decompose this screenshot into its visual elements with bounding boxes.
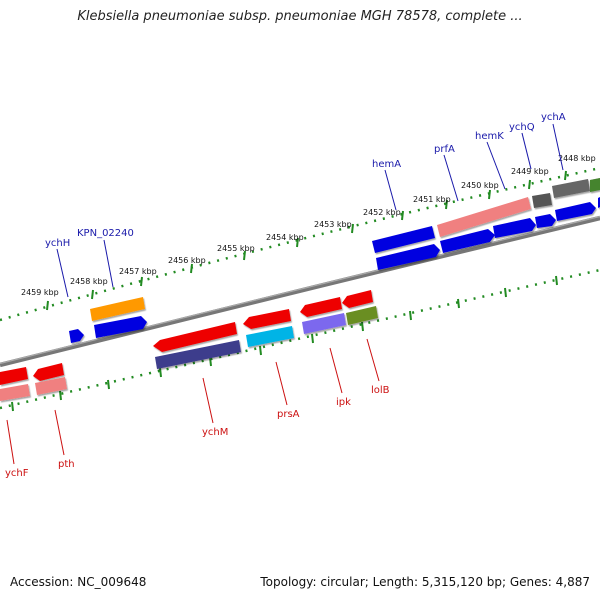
gene-feature[interactable]	[346, 306, 378, 325]
gene-label[interactable]: ychM	[202, 427, 228, 438]
tick-label: 2457 kbp	[119, 267, 157, 276]
inner-ticks	[11, 275, 558, 412]
tick-label: 2450 kbp	[461, 181, 499, 190]
forward-features	[69, 178, 600, 343]
gene-feature[interactable]	[372, 226, 435, 253]
genome-backbone-highlight	[0, 215, 600, 365]
gene-label[interactable]: prfA	[434, 144, 455, 155]
reverse-features	[0, 290, 378, 401]
gene-label[interactable]: ychF	[5, 468, 29, 479]
tick-label: 2448 kbp	[558, 154, 596, 163]
gene-feature[interactable]	[0, 384, 30, 401]
outer-ticks	[46, 170, 567, 311]
tick-label: 2456 kbp	[168, 256, 206, 265]
gene-label[interactable]: ychQ	[509, 122, 535, 133]
outer-scale-track	[0, 166, 600, 322]
gene-label[interactable]: hemA	[372, 159, 401, 170]
gene-label[interactable]: pth	[58, 459, 75, 470]
gene-feature[interactable]	[35, 377, 67, 395]
tick-label: 2452 kbp	[363, 208, 401, 217]
genome-summary-text: Topology: circular; Length: 5,315,120 bp…	[260, 575, 590, 589]
gene-feature[interactable]	[437, 197, 531, 237]
gene-feature[interactable]	[532, 193, 552, 208]
gene-feature[interactable]	[342, 290, 373, 308]
gene-feature[interactable]	[243, 309, 291, 329]
gene-feature[interactable]	[376, 244, 440, 270]
tick-label: 2458 kbp	[70, 277, 108, 286]
tick-label: 2454 kbp	[266, 233, 304, 242]
gene-feature[interactable]	[535, 214, 556, 228]
inner-scale-track	[0, 268, 600, 410]
gene-feature[interactable]	[246, 326, 294, 347]
gene-feature[interactable]	[552, 179, 590, 198]
scale-labels: 2448 kbp 2449 kbp 2450 kbp 2451 kbp 2452…	[21, 154, 596, 297]
gene-label[interactable]: KPN_02240	[77, 228, 134, 239]
tick-label: 2451 kbp	[413, 195, 451, 204]
gene-feature[interactable]	[94, 316, 147, 338]
reverse-gene-labels	[6, 338, 380, 465]
gene-feature[interactable]	[493, 218, 536, 238]
gene-feature[interactable]	[155, 340, 241, 369]
genome-backbone	[0, 215, 600, 368]
gene-label[interactable]: lolB	[371, 385, 390, 396]
gene-feature[interactable]	[555, 202, 596, 221]
gene-feature[interactable]	[440, 229, 495, 253]
gene-label[interactable]: ychA	[541, 112, 566, 123]
gene-feature[interactable]	[90, 297, 145, 321]
gene-feature[interactable]	[0, 367, 28, 385]
gene-label[interactable]: prsA	[277, 409, 300, 420]
forward-gene-labels	[56, 123, 564, 298]
gene-feature[interactable]	[153, 322, 237, 352]
gene-feature[interactable]	[590, 178, 600, 192]
gene-label[interactable]: hemK	[475, 131, 504, 142]
reverse-gene-names: lolB ipk prsA ychM pth ychF	[5, 385, 390, 479]
gene-label[interactable]: ychH	[45, 238, 70, 249]
gene-label[interactable]: ipk	[336, 397, 351, 408]
tick-label: 2449 kbp	[511, 167, 549, 176]
tick-label: 2459 kbp	[21, 288, 59, 297]
tick-label: 2453 kbp	[314, 220, 352, 229]
tick-label: 2455 kbp	[217, 244, 255, 253]
gene-feature[interactable]	[33, 363, 64, 381]
gene-feature[interactable]	[300, 297, 342, 317]
accession-text: Accession: NC_009648	[10, 575, 147, 589]
gene-feature[interactable]	[69, 329, 84, 343]
gene-feature[interactable]	[302, 313, 346, 334]
map-title: Klebsiella pneumoniae subsp. pneumoniae …	[77, 9, 523, 24]
forward-gene-names: ychA ychQ hemK prfA hemA KPN_02240 ychH	[45, 112, 566, 249]
